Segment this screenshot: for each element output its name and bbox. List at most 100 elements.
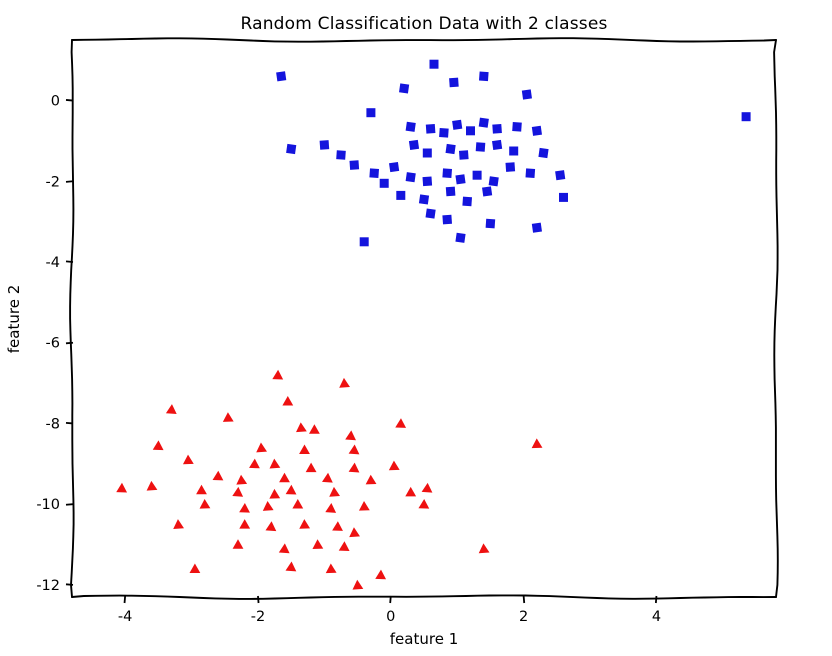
data-point-triangle <box>345 430 356 441</box>
data-point-square <box>492 139 503 150</box>
data-point-triangle <box>236 474 248 485</box>
data-point-triangle <box>232 539 244 549</box>
data-point-triangle <box>256 442 267 453</box>
data-point-square <box>478 71 489 82</box>
data-point-square <box>366 108 376 118</box>
data-point-square <box>478 117 489 128</box>
data-point-triangle <box>269 488 281 499</box>
x-tick-label: 0 <box>386 609 395 625</box>
data-point-triangle <box>285 484 297 495</box>
data-point-triangle <box>269 458 281 469</box>
data-point-triangle <box>249 458 260 469</box>
plot-frame-right <box>773 39 779 598</box>
data-point-triangle <box>358 501 370 511</box>
data-point-square <box>369 168 380 179</box>
y-tick-mark <box>65 583 74 586</box>
data-point-triangle <box>182 454 194 465</box>
x-tick-label: -4 <box>118 609 132 625</box>
data-point-triangle <box>338 541 350 551</box>
y-tick-mark <box>65 260 74 263</box>
data-point-triangle <box>348 462 360 473</box>
data-point-square <box>396 190 406 200</box>
data-point-triangle <box>322 472 333 483</box>
data-point-triangle <box>146 480 158 491</box>
data-point-square <box>485 218 496 229</box>
data-point-square <box>399 83 410 94</box>
y-tick-mark <box>65 341 74 345</box>
data-point-square <box>439 127 449 138</box>
data-point-triangle <box>348 444 360 455</box>
data-point-triangle <box>116 482 128 493</box>
data-point-triangle <box>375 569 387 580</box>
data-point-triangle <box>212 470 224 481</box>
y-tick-mark <box>65 421 74 425</box>
x-tick-label: 4 <box>652 609 661 625</box>
data-point-triangle <box>352 579 364 590</box>
data-point-square <box>462 196 473 207</box>
data-point-triangle <box>285 561 297 572</box>
x-tick-label: 2 <box>519 609 528 625</box>
data-point-square <box>472 170 482 180</box>
y-tick-label: -12 <box>36 578 60 594</box>
data-point-square <box>475 142 486 152</box>
data-point-square <box>492 123 502 134</box>
x-tick-label: -2 <box>251 609 265 625</box>
y-tick-label: 0 <box>51 94 60 110</box>
data-point-triangle <box>278 543 290 554</box>
data-point-triangle <box>272 369 284 380</box>
data-point-square <box>425 208 436 219</box>
data-point-triangle <box>173 519 184 529</box>
y-tick-label: -4 <box>46 255 60 271</box>
x-tick-mark <box>522 595 526 604</box>
data-point-square <box>455 174 466 185</box>
data-point-triangle <box>265 521 277 532</box>
data-point-triangle <box>222 412 234 422</box>
data-point-square <box>559 192 568 202</box>
data-point-triangle <box>292 499 304 509</box>
y-tick-label: -2 <box>46 174 60 190</box>
data-point-triangle <box>279 472 290 483</box>
x-tick-mark <box>389 595 392 604</box>
data-point-triangle <box>388 460 400 471</box>
data-point-triangle <box>418 499 430 509</box>
data-point-triangle <box>395 418 407 428</box>
plot-frame-left <box>69 39 75 598</box>
plot-frame-top <box>71 37 777 43</box>
data-point-triangle <box>299 444 310 454</box>
data-point-triangle <box>239 503 250 513</box>
data-point-triangle <box>309 424 320 434</box>
data-point-square <box>509 146 519 156</box>
data-point-triangle <box>405 486 417 497</box>
data-point-square <box>389 162 400 173</box>
data-point-triangle <box>296 422 307 433</box>
data-point-square <box>488 176 499 187</box>
x-axis-label: feature 1 <box>389 630 459 648</box>
data-point-triangle <box>239 519 251 529</box>
data-point-square <box>449 77 459 88</box>
data-point-square <box>521 89 532 100</box>
data-point-square <box>466 126 475 136</box>
data-point-triangle <box>339 377 350 388</box>
y-tick-label: -8 <box>46 416 60 432</box>
data-point-square <box>455 232 466 243</box>
data-point-square <box>405 172 416 183</box>
data-point-triangle <box>312 539 324 549</box>
x-tick-mark <box>257 595 260 604</box>
y-tick-mark <box>65 180 74 183</box>
data-point-triangle <box>531 438 543 449</box>
data-point-square <box>442 214 453 225</box>
data-point-square <box>555 170 566 181</box>
data-point-square <box>482 186 493 197</box>
data-point-triangle <box>325 503 337 513</box>
data-point-square <box>525 168 536 179</box>
data-point-square <box>505 162 516 172</box>
data-point-triangle <box>329 486 340 497</box>
data-point-triangle <box>262 501 274 511</box>
data-point-triangle <box>189 563 201 573</box>
data-point-square <box>442 168 453 179</box>
data-point-square <box>538 147 549 159</box>
data-point-triangle <box>349 527 360 538</box>
data-point-square <box>379 178 389 188</box>
